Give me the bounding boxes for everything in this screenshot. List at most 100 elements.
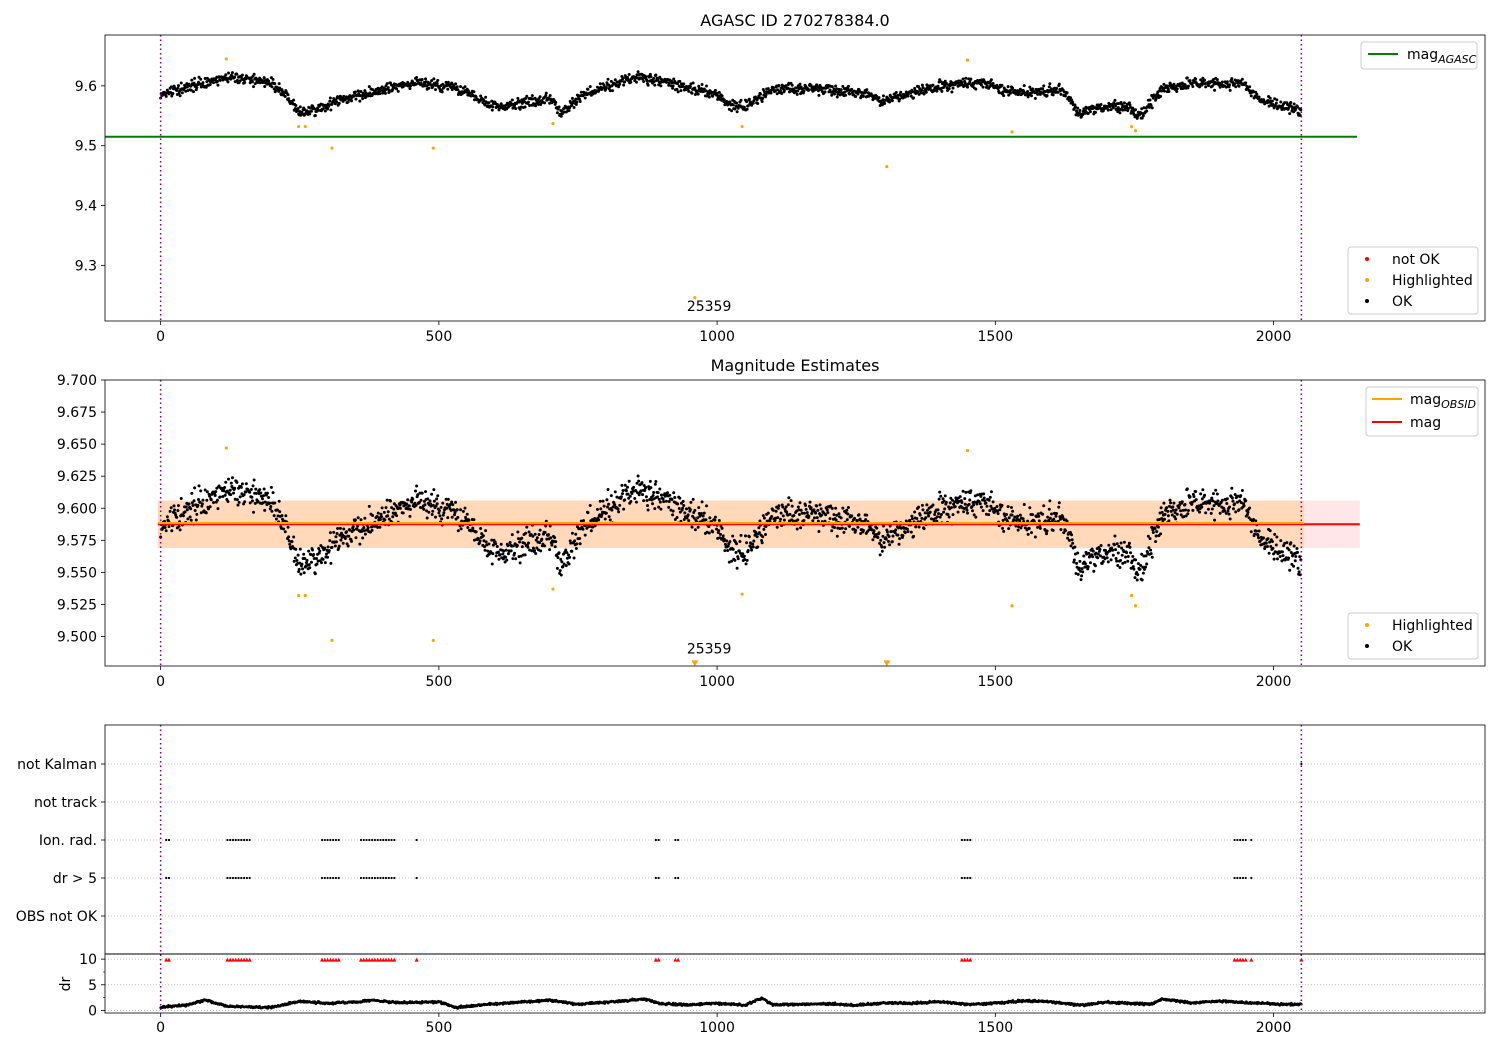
ok-point: [605, 498, 609, 502]
ok-point: [361, 536, 365, 540]
ok-point: [553, 536, 557, 540]
ok-point: [363, 516, 367, 520]
flag-event-point: [387, 876, 390, 880]
ok-point: [839, 88, 843, 92]
ok-point: [898, 537, 902, 541]
ok-point: [454, 82, 458, 86]
ok-point: [1249, 94, 1253, 98]
ok-point: [235, 498, 239, 502]
ok-point: [1274, 101, 1278, 105]
ok-point: [277, 82, 281, 86]
ok-point: [347, 534, 351, 538]
ok-point: [762, 90, 766, 94]
ok-point: [227, 71, 231, 75]
ok-point: [951, 86, 955, 90]
ok-point: [723, 542, 727, 546]
ok-point: [578, 542, 582, 546]
ok-point: [636, 70, 640, 74]
ok-point: [288, 542, 292, 546]
ok-point: [1043, 519, 1047, 523]
ok-point: [1069, 544, 1073, 548]
ok-point: [624, 489, 628, 493]
ok-point: [252, 85, 256, 89]
ok-point: [553, 545, 557, 549]
ok-point: [1257, 529, 1261, 533]
ok-point: [1230, 77, 1234, 81]
ok-point: [446, 87, 450, 91]
ok-point: [931, 83, 935, 87]
panel2-ytick-label: 9.550: [57, 565, 97, 581]
ok-point: [510, 533, 514, 537]
ok-point: [761, 96, 765, 100]
ok-point: [844, 527, 848, 531]
ok-point: [1162, 501, 1166, 505]
ok-point: [804, 507, 808, 511]
ok-point: [899, 90, 903, 94]
ok-point: [526, 545, 530, 549]
ok-point: [573, 539, 577, 543]
flag-event-point: [390, 876, 393, 880]
ok-point: [840, 526, 844, 530]
flag-event-point: [337, 876, 340, 880]
ok-point: [1129, 551, 1133, 555]
ok-point: [659, 84, 663, 88]
ok-point: [738, 540, 742, 544]
flag-event-point: [393, 876, 396, 880]
ok-point: [953, 505, 957, 509]
ok-point: [205, 498, 209, 502]
ok-point: [588, 503, 592, 507]
ok-point: [494, 542, 498, 546]
flag-event-point: [966, 838, 969, 842]
ok-point: [323, 546, 327, 550]
panel2-xtick-label: 2000: [1256, 674, 1292, 690]
ok-point: [854, 94, 858, 98]
ok-point: [454, 500, 458, 504]
ok-point: [1041, 512, 1045, 516]
ok-point: [1279, 100, 1283, 104]
ok-point: [1226, 509, 1230, 513]
ok-point: [228, 488, 232, 492]
ok-point: [995, 504, 999, 508]
flag-event-point: [323, 838, 326, 842]
ok-point: [258, 488, 262, 492]
ok-point: [434, 515, 438, 519]
ok-point: [367, 504, 371, 508]
ok-point: [632, 485, 636, 489]
ok-point: [784, 505, 788, 509]
panel2-ytick-label: 9.600: [57, 501, 97, 517]
ok-point: [309, 109, 313, 113]
flag-event-point: [368, 876, 371, 880]
ok-point: [1016, 528, 1020, 532]
ok-point: [856, 525, 860, 529]
ok-point: [669, 84, 673, 88]
ok-point: [1180, 500, 1184, 504]
ok-point: [199, 489, 203, 493]
flag-event-point: [323, 876, 326, 880]
ok-point: [675, 87, 679, 91]
ok-point: [720, 526, 724, 530]
ok-point: [671, 86, 675, 90]
ok-point: [1172, 501, 1176, 505]
ok-point: [677, 507, 681, 511]
ok-point: [240, 482, 244, 486]
ok-point: [420, 77, 424, 81]
ok-point: [917, 505, 921, 509]
ok-point: [300, 562, 304, 566]
ok-point: [1022, 502, 1026, 506]
ok-point: [764, 93, 768, 97]
ok-point: [1038, 526, 1042, 530]
ok-point: [1264, 541, 1268, 545]
ok-point: [651, 494, 655, 498]
ok-point: [463, 506, 467, 510]
ok-point: [555, 566, 559, 570]
ok-point: [544, 94, 548, 98]
ok-point: [242, 493, 246, 497]
ok-point: [1278, 554, 1282, 558]
ok-point: [756, 545, 760, 549]
ok-point: [518, 561, 522, 565]
ok-point: [1174, 517, 1178, 521]
ok-point: [194, 518, 198, 522]
ok-point: [979, 505, 983, 509]
ok-point: [436, 78, 440, 82]
ok-point: [1118, 111, 1122, 115]
